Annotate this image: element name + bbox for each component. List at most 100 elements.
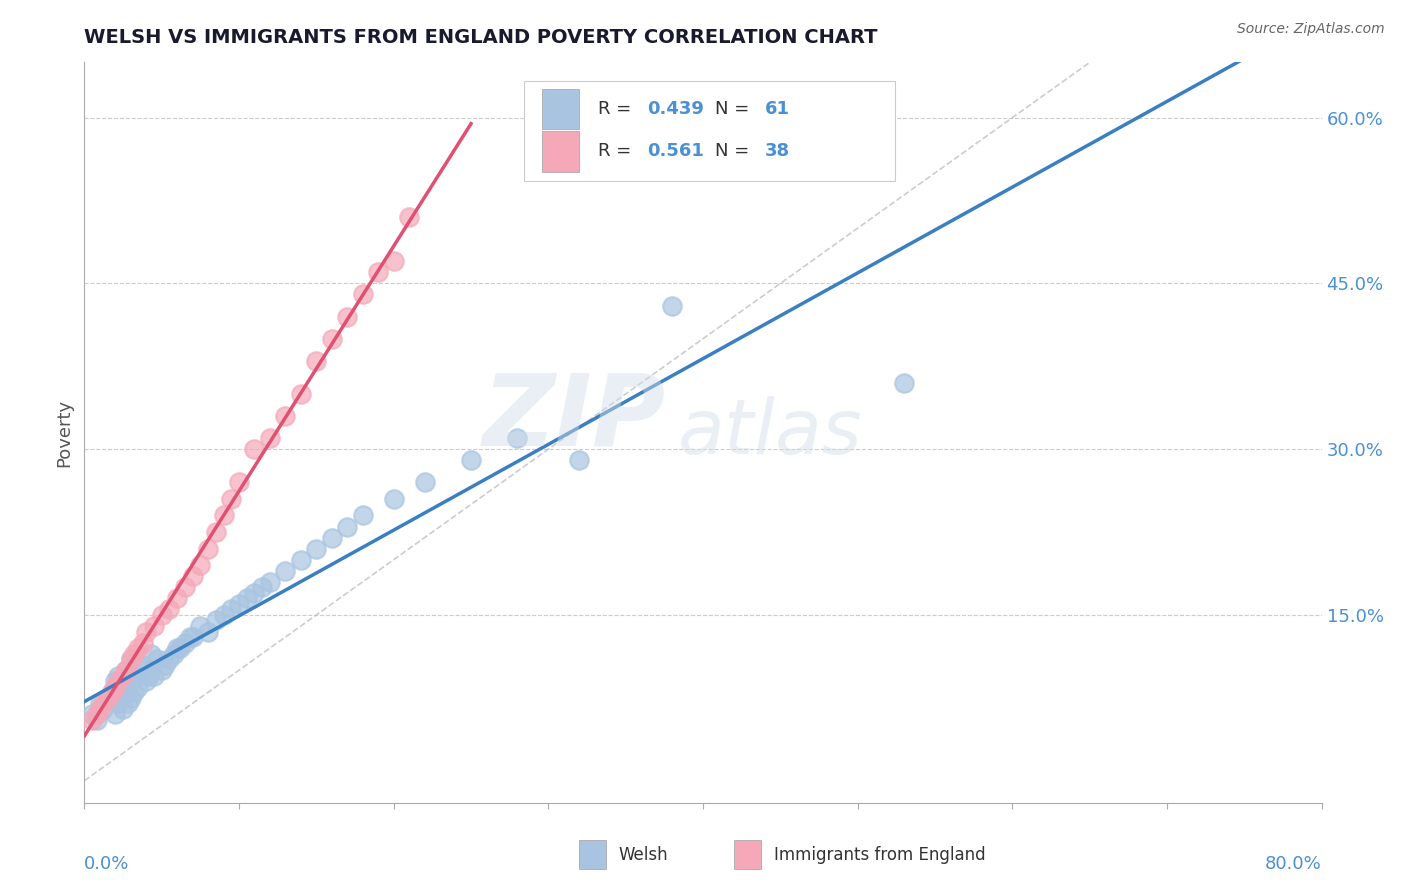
- Point: [305, 353, 328, 368]
- Point: [143, 619, 166, 633]
- Bar: [579, 840, 606, 870]
- Point: [166, 641, 188, 656]
- Point: [305, 541, 328, 556]
- Point: [86, 707, 108, 722]
- Text: Immigrants from England: Immigrants from England: [773, 846, 986, 863]
- Point: [82, 707, 104, 722]
- Point: [212, 607, 235, 622]
- Point: [107, 697, 129, 711]
- Point: [169, 641, 191, 656]
- Point: [150, 607, 173, 622]
- Point: [321, 531, 343, 545]
- Point: [219, 491, 242, 506]
- Point: [143, 669, 166, 683]
- Point: [127, 641, 149, 656]
- Point: [139, 647, 162, 661]
- Point: [138, 669, 160, 683]
- Text: Source: ZipAtlas.com: Source: ZipAtlas.com: [1237, 22, 1385, 37]
- Text: atlas: atlas: [678, 396, 863, 469]
- Point: [188, 619, 211, 633]
- Point: [114, 685, 136, 699]
- Point: [96, 690, 118, 705]
- Text: ZIP: ZIP: [482, 369, 666, 467]
- Bar: [523, 81, 894, 181]
- Point: [86, 713, 108, 727]
- Point: [228, 475, 250, 490]
- Point: [181, 630, 204, 644]
- Point: [243, 586, 266, 600]
- Point: [413, 475, 436, 490]
- Text: R =: R =: [598, 143, 637, 161]
- Point: [91, 697, 114, 711]
- Point: [174, 580, 197, 594]
- Point: [166, 591, 188, 606]
- Point: [82, 713, 104, 727]
- Point: [163, 647, 186, 661]
- Point: [104, 680, 127, 694]
- Point: [89, 702, 111, 716]
- Point: [104, 674, 127, 689]
- Point: [336, 310, 359, 324]
- Point: [104, 707, 127, 722]
- Text: R =: R =: [598, 100, 637, 118]
- Text: 38: 38: [765, 143, 790, 161]
- Text: 80.0%: 80.0%: [1265, 855, 1322, 872]
- Point: [259, 574, 281, 589]
- Bar: [543, 131, 579, 171]
- Point: [112, 680, 135, 694]
- Point: [352, 508, 374, 523]
- Point: [120, 652, 142, 666]
- Text: 0.561: 0.561: [647, 143, 704, 161]
- Point: [122, 647, 145, 661]
- Point: [91, 702, 114, 716]
- Point: [188, 558, 211, 573]
- Bar: [543, 88, 579, 129]
- Point: [107, 674, 129, 689]
- Point: [243, 442, 266, 457]
- Point: [219, 602, 242, 616]
- Point: [96, 690, 118, 705]
- Point: [153, 657, 176, 672]
- Point: [205, 524, 228, 539]
- Point: [117, 697, 139, 711]
- Point: [321, 332, 343, 346]
- Point: [115, 663, 138, 677]
- Text: 0.0%: 0.0%: [84, 855, 129, 872]
- Point: [197, 624, 219, 639]
- Point: [893, 376, 915, 390]
- Point: [120, 690, 142, 705]
- Text: N =: N =: [716, 143, 755, 161]
- Point: [135, 674, 157, 689]
- Point: [367, 265, 389, 279]
- Point: [274, 409, 297, 423]
- Point: [159, 652, 180, 666]
- Point: [124, 669, 146, 683]
- Point: [290, 552, 312, 566]
- Point: [122, 685, 145, 699]
- Text: WELSH VS IMMIGRANTS FROM ENGLAND POVERTY CORRELATION CHART: WELSH VS IMMIGRANTS FROM ENGLAND POVERTY…: [84, 28, 877, 47]
- Point: [132, 657, 155, 672]
- Point: [120, 652, 142, 666]
- Text: N =: N =: [716, 100, 755, 118]
- Text: 0.439: 0.439: [647, 100, 704, 118]
- Point: [115, 663, 138, 677]
- Point: [250, 580, 273, 594]
- Point: [101, 685, 124, 699]
- Point: [112, 702, 135, 716]
- Point: [107, 669, 129, 683]
- Point: [382, 254, 405, 268]
- Point: [101, 685, 124, 699]
- Point: [205, 614, 228, 628]
- Point: [108, 690, 131, 705]
- Point: [460, 453, 482, 467]
- Point: [568, 453, 591, 467]
- Text: Welsh: Welsh: [619, 846, 668, 863]
- Point: [235, 591, 259, 606]
- Point: [259, 431, 281, 445]
- Text: 61: 61: [765, 100, 790, 118]
- Point: [661, 299, 683, 313]
- Point: [127, 680, 149, 694]
- Point: [181, 569, 204, 583]
- Bar: [734, 840, 761, 870]
- Point: [129, 663, 152, 677]
